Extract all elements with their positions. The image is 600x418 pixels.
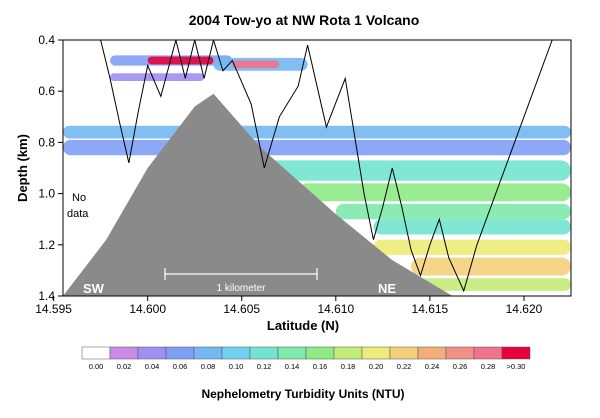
x-axis-ticks: 14.595 14.600 14.605 14.610 14.615 14.620 [35, 296, 543, 316]
plot-frame [62, 39, 572, 297]
y-tick-label: 0.6 [38, 84, 55, 98]
colorbar-swatch [221, 346, 251, 360]
colorbar-swatch [193, 346, 223, 360]
no-data-label-line-1: No [72, 192, 86, 204]
y-tick-label: 1.0 [38, 187, 55, 201]
colorbar-swatch [473, 346, 503, 360]
colorbar-swatch [501, 346, 531, 360]
y-axis-ticks: 0.4 0.6 0.8 1.0 1.2 1.4 [38, 33, 63, 303]
plume-band-0 [110, 73, 205, 81]
colorbar-tick-label: 0.12 [257, 362, 272, 371]
chart-title: 2004 Tow-yo at NW Rota 1 Volcano [189, 12, 420, 28]
y-tick-label: 1.2 [38, 238, 55, 252]
colorbar-swatch [277, 346, 307, 360]
colorbar-swatch [333, 346, 363, 360]
colorbar-swatch [249, 346, 279, 360]
sw-label: SW [83, 281, 105, 296]
colorbar-tick-label: 0.24 [425, 362, 440, 371]
colorbar-tick-label: 0.14 [285, 362, 300, 371]
plume-band-8 [298, 183, 571, 202]
scale-bar-label: 1 kilometer [217, 283, 267, 294]
annotations: No data SW NE 1 kilometer [67, 192, 396, 296]
colorbar-tick-label: 0.28 [481, 362, 496, 371]
plot-area [63, 40, 571, 296]
plume-band-6 [373, 219, 571, 235]
colorbar-tick-label: 0.08 [201, 362, 216, 371]
no-data-label-line-2: data [67, 208, 89, 220]
x-tick-label: 14.600 [129, 302, 166, 316]
y-tick-label: 0.4 [38, 33, 55, 47]
colorbar-swatch [389, 346, 419, 360]
plume-band-3 [63, 125, 571, 139]
colorbar-title: Nephelometry Turbidity Units (NTU) [201, 387, 404, 401]
plume-band-10 [373, 239, 571, 256]
y-tick-label: 0.8 [38, 135, 55, 149]
ne-label: NE [378, 281, 396, 296]
colorbar-tick-label: 0.00 [89, 362, 104, 371]
x-tick-label: 14.620 [506, 302, 543, 316]
x-tick-label: 14.610 [317, 302, 354, 316]
colorbar-ticks: 0.00 0.02 0.04 0.06 0.08 0.10 0.12 0.14 0.16 0.18… [89, 362, 526, 371]
colorbar-tick-label: 0.06 [173, 362, 188, 371]
colorbar-tick-label: 0.10 [229, 362, 244, 371]
colorbar-swatch [445, 346, 475, 360]
colorbar-tick-label: 0.22 [397, 362, 412, 371]
plume-band-11 [411, 257, 571, 276]
colorbar-tick-label: >0.30 [507, 362, 526, 371]
plume-band-7 [335, 203, 571, 220]
plume-band-9 [411, 278, 571, 291]
x-axis-label: Latitude (N) [267, 318, 339, 333]
x-tick-label: 14.605 [223, 302, 260, 316]
colorbar-tick-label: 0.18 [341, 362, 356, 371]
colorbar [81, 346, 531, 360]
colorbar-tick-label: 0.16 [313, 362, 328, 371]
y-tick-label: 1.4 [38, 289, 55, 303]
colorbar-swatch [305, 346, 335, 360]
colorbar-swatch [137, 346, 167, 360]
colorbar-tick-label: 0.04 [145, 362, 160, 371]
colorbar-tick-label: 0.02 [117, 362, 132, 371]
x-tick-label: 14.595 [35, 302, 72, 316]
scale-bar: 1 kilometer [164, 268, 318, 294]
plume-band-5 [251, 160, 571, 181]
x-tick-label: 14.615 [412, 302, 449, 316]
colorbar-swatch [81, 346, 111, 360]
seafloor-profile [63, 93, 571, 296]
towyo-track-line [100, 40, 553, 293]
plume-band-1 [63, 139, 571, 156]
colorbar-swatch [165, 346, 195, 360]
colorbar-tick-label: 0.26 [453, 362, 468, 371]
colorbar-swatch [417, 346, 447, 360]
colorbar-swatch [109, 346, 139, 360]
y-axis-label: Depth (km) [15, 134, 30, 202]
plume-band-12 [232, 60, 280, 69]
colorbar-swatch [361, 346, 391, 360]
colorbar-tick-label: 0.20 [369, 362, 384, 371]
